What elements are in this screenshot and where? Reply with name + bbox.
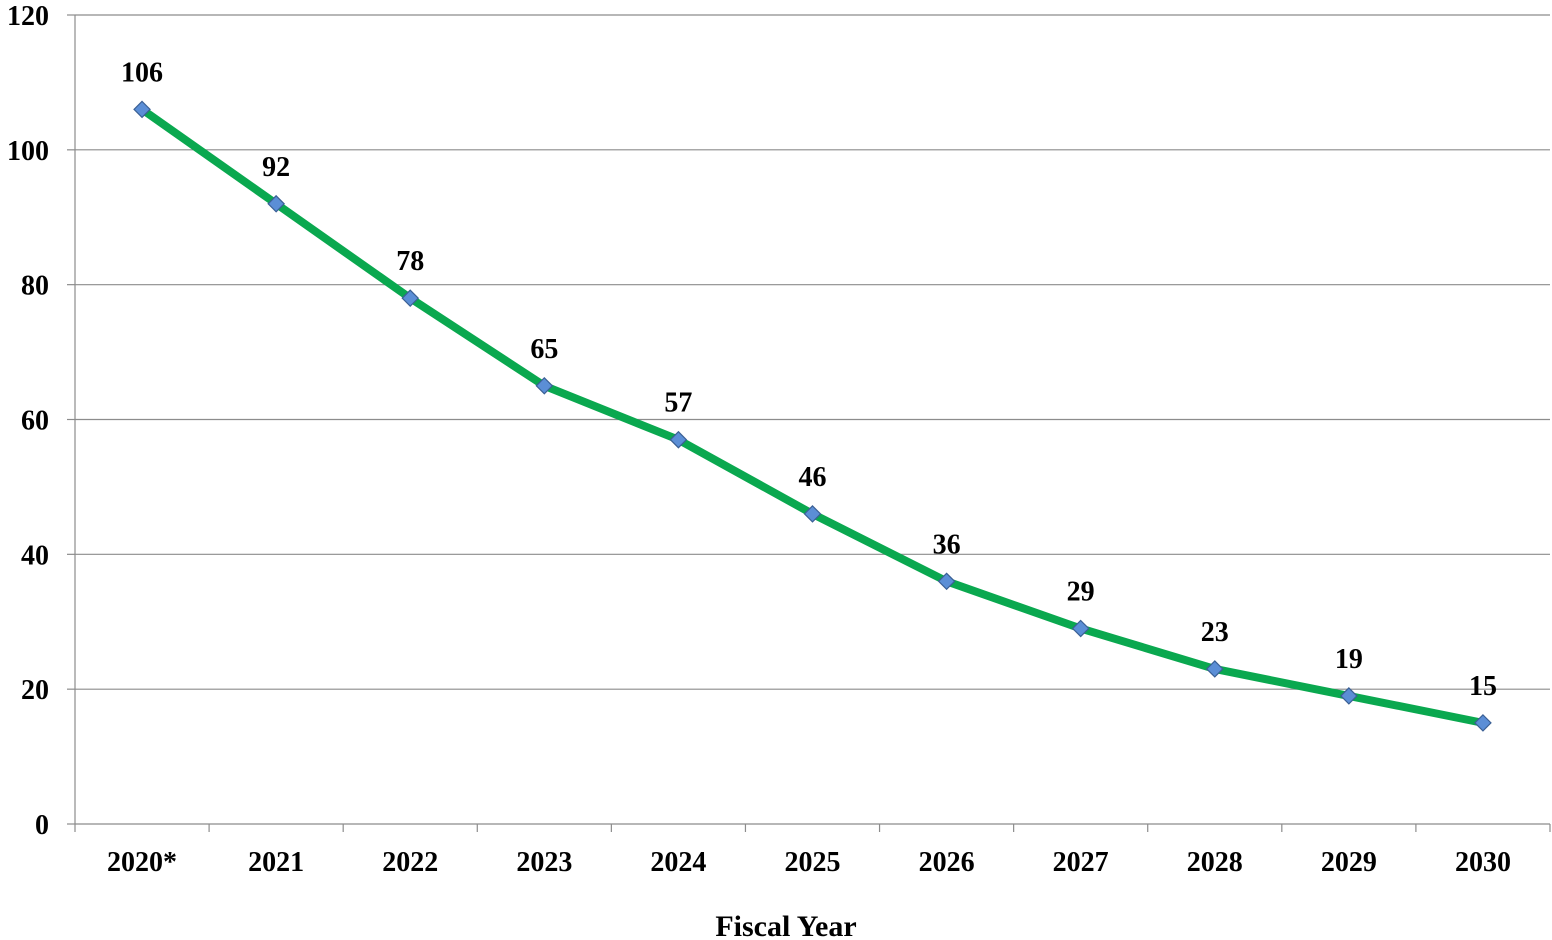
- y-tick-label: 60: [21, 406, 49, 437]
- data-label: 36: [933, 529, 961, 560]
- data-point-marker: [401, 289, 420, 307]
- x-tick-label: 2029: [1321, 847, 1377, 878]
- y-tick-label: 0: [35, 810, 49, 841]
- data-label: 23: [1201, 617, 1229, 648]
- data-label: 46: [799, 462, 827, 493]
- y-tick-labels: 0 20 40 60 80 100 120: [7, 1, 49, 841]
- x-tick-label: 2023: [516, 847, 572, 878]
- x-tick-labels: 2020* 2021 2022 2023 2024 2025 2026 2027 2028 202…: [107, 847, 1511, 878]
- data-point-marker: [1071, 619, 1090, 638]
- data-point-marker: [937, 572, 956, 591]
- x-axis-title: Fiscal Year: [715, 910, 856, 940]
- x-tick-label: 2021: [248, 847, 304, 878]
- x-tick-label: 2025: [785, 847, 841, 878]
- data-point-marker: [1474, 714, 1492, 732]
- data-labels: 106 92 78 65 57 46 36 29 23 19 15: [121, 57, 1497, 701]
- data-point-marker: [267, 194, 285, 213]
- data-label: 15: [1469, 671, 1497, 702]
- data-label: 19: [1335, 644, 1363, 675]
- data-point-marker: [1205, 660, 1224, 678]
- x-tick-label: 2027: [1053, 847, 1109, 878]
- data-point-marker: [133, 100, 151, 119]
- y-tick-label: 120: [7, 1, 49, 32]
- y-tick-label: 100: [7, 136, 49, 167]
- data-point-marker: [669, 430, 688, 449]
- data-point-marker: [803, 505, 822, 523]
- series-line-path: [138, 105, 1487, 727]
- y-tick-label: 80: [21, 271, 49, 302]
- x-tick-label: 2024: [650, 847, 706, 878]
- x-tick-label: 2022: [382, 847, 438, 878]
- series-line: [138, 105, 1487, 727]
- y-tick-label: 40: [21, 540, 49, 571]
- data-label: 78: [396, 246, 424, 277]
- x-tick-label: 2030: [1455, 847, 1511, 878]
- y-tick-label: 20: [21, 675, 49, 706]
- x-tick-label: 2026: [919, 847, 975, 878]
- axes: [67, 14, 1551, 832]
- data-label: 29: [1067, 576, 1095, 607]
- data-point-marker: [535, 376, 554, 395]
- data-label: 65: [530, 334, 558, 365]
- data-point-marker: [1340, 687, 1358, 705]
- x-tick-label: 2020*: [107, 847, 177, 878]
- gridlines: [75, 14, 1550, 690]
- data-label: 106: [121, 57, 163, 88]
- series-markers: [133, 100, 1492, 732]
- data-label: 92: [262, 152, 290, 183]
- data-label: 57: [664, 388, 692, 419]
- x-tick-label: 2028: [1187, 847, 1243, 878]
